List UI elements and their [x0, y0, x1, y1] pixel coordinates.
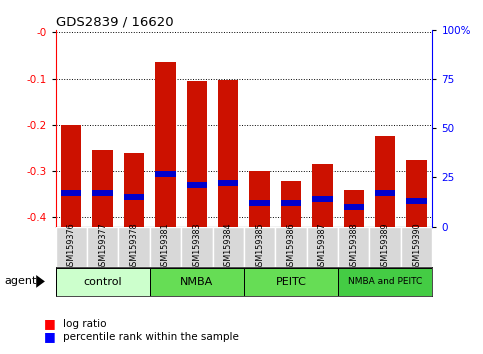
Bar: [124, 200, 144, 227]
Bar: [249, 200, 270, 206]
Text: GSM159388: GSM159388: [349, 223, 358, 271]
Bar: [92, 150, 113, 190]
FancyBboxPatch shape: [87, 227, 118, 267]
Bar: [155, 177, 176, 227]
FancyBboxPatch shape: [369, 227, 401, 267]
Text: GSM159386: GSM159386: [286, 223, 296, 271]
Bar: [186, 188, 207, 227]
Text: GSM159381: GSM159381: [161, 223, 170, 271]
Bar: [92, 196, 113, 227]
Text: ■: ■: [43, 318, 55, 330]
Bar: [61, 190, 82, 196]
Bar: [186, 81, 207, 182]
Text: GSM159383: GSM159383: [192, 223, 201, 271]
FancyBboxPatch shape: [56, 227, 87, 267]
Text: control: control: [84, 277, 122, 287]
Text: NMBA and PEITC: NMBA and PEITC: [348, 277, 422, 286]
FancyBboxPatch shape: [307, 227, 338, 267]
Bar: [406, 160, 427, 198]
Text: log ratio: log ratio: [63, 319, 106, 329]
Bar: [406, 198, 427, 204]
FancyBboxPatch shape: [213, 227, 244, 267]
Bar: [375, 196, 396, 227]
Text: GSM159384: GSM159384: [224, 223, 233, 271]
Text: agent: agent: [5, 276, 37, 286]
Text: GSM159389: GSM159389: [381, 223, 390, 271]
Bar: [61, 125, 82, 190]
Polygon shape: [36, 275, 45, 288]
Bar: [218, 186, 239, 227]
Bar: [61, 196, 82, 227]
Text: GSM159376: GSM159376: [67, 223, 76, 271]
Bar: [281, 181, 301, 200]
Bar: [218, 180, 239, 186]
Text: ■: ■: [43, 331, 55, 343]
FancyBboxPatch shape: [244, 268, 338, 296]
Text: GSM159378: GSM159378: [129, 223, 139, 271]
Bar: [312, 164, 333, 196]
Bar: [281, 206, 301, 227]
Text: GSM159385: GSM159385: [255, 223, 264, 271]
Bar: [343, 210, 364, 227]
Text: NMBA: NMBA: [180, 277, 213, 287]
Bar: [406, 204, 427, 227]
FancyBboxPatch shape: [338, 268, 432, 296]
Text: percentile rank within the sample: percentile rank within the sample: [63, 332, 239, 342]
Bar: [312, 196, 333, 202]
Bar: [281, 200, 301, 206]
Bar: [92, 190, 113, 196]
Bar: [124, 153, 144, 194]
FancyBboxPatch shape: [275, 227, 307, 267]
Bar: [375, 136, 396, 190]
Text: GSM159390: GSM159390: [412, 223, 421, 271]
Bar: [249, 171, 270, 200]
Bar: [155, 62, 176, 171]
Bar: [375, 190, 396, 196]
Bar: [312, 202, 333, 227]
Bar: [155, 171, 176, 177]
FancyBboxPatch shape: [118, 227, 150, 267]
FancyBboxPatch shape: [401, 227, 432, 267]
FancyBboxPatch shape: [56, 268, 150, 296]
Bar: [343, 190, 364, 204]
FancyBboxPatch shape: [338, 227, 369, 267]
Bar: [249, 206, 270, 227]
Bar: [343, 204, 364, 210]
FancyBboxPatch shape: [181, 227, 213, 267]
Text: GSM159387: GSM159387: [318, 223, 327, 271]
Bar: [186, 182, 207, 188]
Bar: [218, 80, 239, 180]
Text: PEITC: PEITC: [276, 277, 306, 287]
Bar: [124, 194, 144, 200]
FancyBboxPatch shape: [244, 227, 275, 267]
FancyBboxPatch shape: [150, 227, 181, 267]
Text: GDS2839 / 16620: GDS2839 / 16620: [56, 16, 173, 29]
Text: GSM159377: GSM159377: [98, 223, 107, 271]
FancyBboxPatch shape: [150, 268, 244, 296]
